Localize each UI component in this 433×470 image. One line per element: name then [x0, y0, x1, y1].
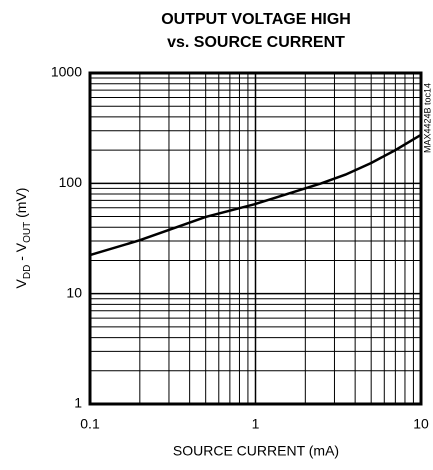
- y-tick-label: 1000: [51, 64, 82, 80]
- x-tick-label: 0.1: [80, 416, 100, 432]
- y-axis-label: VDD - VOUT (mV): [13, 188, 33, 289]
- x-tick-label: 10: [413, 416, 429, 432]
- y-label-part: OUT: [22, 222, 33, 243]
- chart-title: OUTPUT VOLTAGE HIGH: [161, 11, 351, 28]
- plot-frame: [88, 71, 423, 406]
- x-axis-label: SOURCE CURRENT (mA): [173, 443, 339, 459]
- x-tick-label: 1: [252, 416, 260, 432]
- y-label-part: V: [13, 278, 29, 288]
- y-tick-label: 100: [59, 174, 83, 190]
- y-label-part: (mV): [13, 188, 29, 222]
- y-label-part: DD: [22, 265, 33, 279]
- y-tick-label: 10: [66, 284, 82, 300]
- chart-title: vs. SOURCE CURRENT: [167, 34, 345, 51]
- y-tick-label: 1: [74, 395, 82, 411]
- annotation: MAX4424B toc14: [422, 83, 432, 153]
- data-line: [89, 133, 422, 257]
- y-label-part: - V: [13, 242, 29, 264]
